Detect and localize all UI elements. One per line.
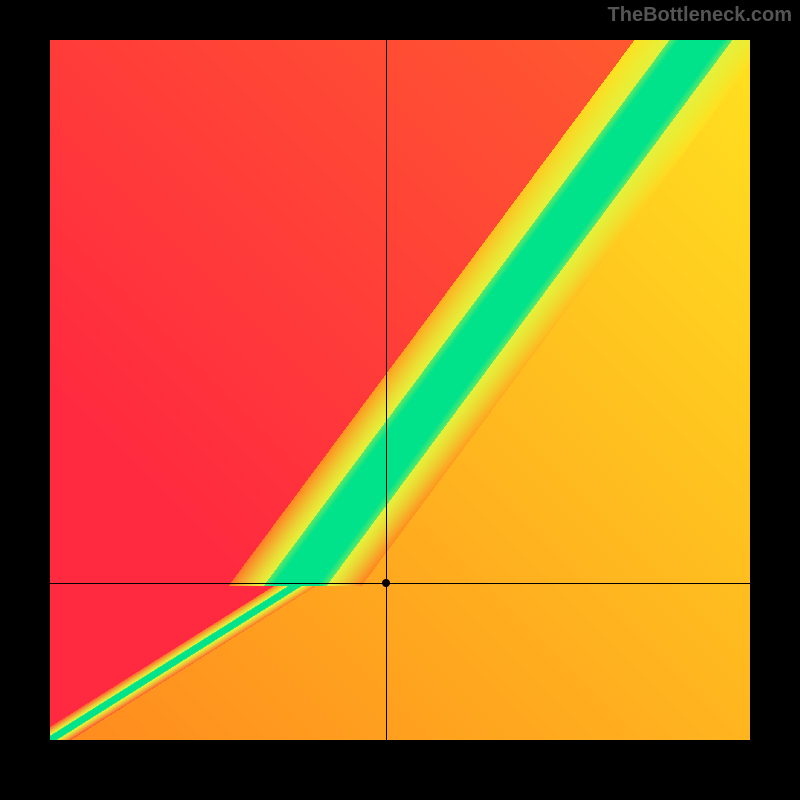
watermark-text: TheBottleneck.com: [608, 4, 792, 27]
crosshair-horizontal: [50, 583, 750, 584]
marker-dot: [382, 579, 390, 587]
crosshair-vertical: [386, 40, 387, 740]
heatmap-canvas: [50, 40, 750, 740]
plot-area: [50, 40, 750, 740]
